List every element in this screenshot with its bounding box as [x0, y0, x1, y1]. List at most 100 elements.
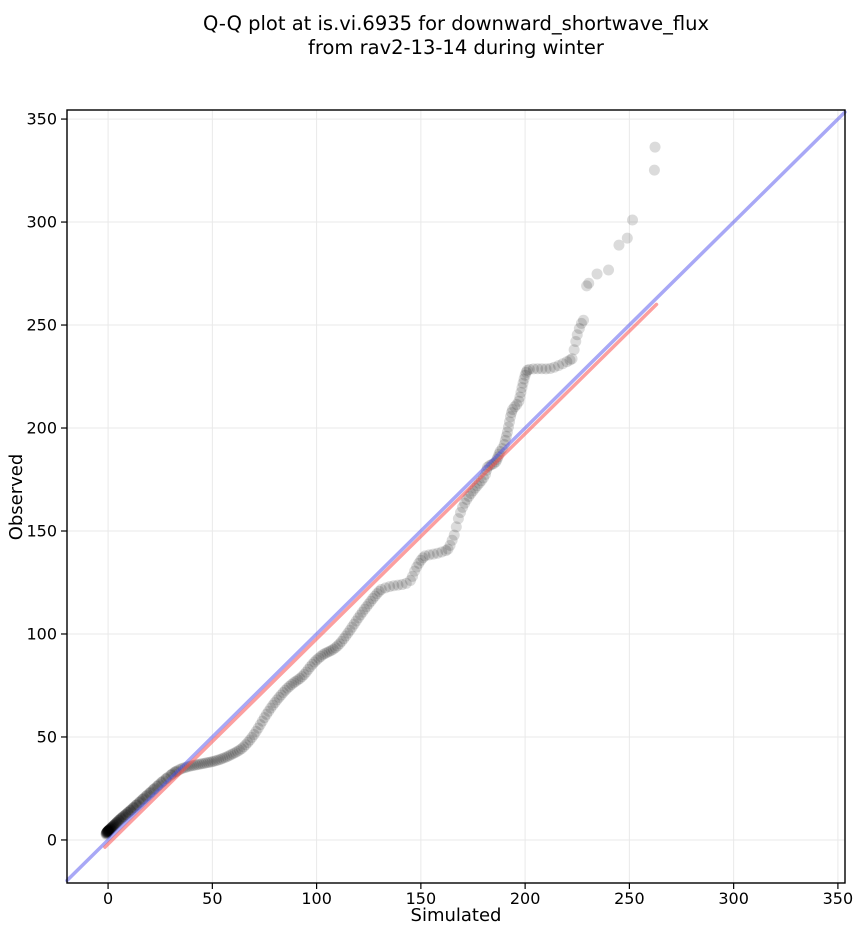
data-point	[331, 640, 343, 652]
data-point	[325, 644, 337, 656]
data-point	[578, 314, 590, 326]
data-point	[111, 816, 123, 828]
data-point	[427, 548, 439, 560]
data-point	[102, 826, 114, 838]
data-point	[204, 756, 216, 768]
data-point	[575, 317, 587, 329]
data-point	[544, 362, 556, 374]
data-point	[113, 815, 125, 827]
data-point	[400, 577, 412, 589]
data-point	[513, 395, 525, 407]
data-point	[279, 684, 291, 696]
y-tick-label: 100	[26, 624, 57, 643]
data-point	[516, 382, 528, 394]
data-point	[444, 539, 456, 551]
data-point	[102, 825, 114, 837]
data-point	[627, 214, 639, 226]
x-tick-label: 300	[718, 889, 749, 908]
data-point	[327, 643, 339, 655]
data-point	[448, 529, 460, 541]
data-point	[649, 141, 661, 153]
data-point	[323, 645, 335, 657]
data-point	[457, 501, 469, 513]
data-point	[288, 677, 300, 689]
data-point	[114, 814, 126, 826]
y-axis-label: Observed	[6, 454, 27, 541]
data-point	[118, 810, 130, 822]
data-point	[102, 825, 114, 837]
data-point	[306, 658, 318, 670]
data-point	[196, 758, 208, 770]
data-point	[321, 647, 333, 659]
x-tick-label: 200	[510, 889, 541, 908]
data-point	[101, 826, 113, 838]
data-point	[552, 360, 564, 372]
data-point	[229, 747, 241, 759]
data-point	[120, 809, 132, 821]
data-point	[373, 585, 385, 597]
data-point	[271, 694, 283, 706]
data-point	[313, 652, 325, 664]
data-point	[388, 580, 400, 592]
data-point	[344, 624, 356, 636]
data-point	[583, 277, 595, 289]
data-point	[603, 264, 615, 276]
data-point	[570, 336, 582, 348]
data-point	[334, 638, 346, 650]
data-point	[213, 754, 225, 766]
data-point	[520, 366, 532, 378]
data-point	[104, 823, 116, 835]
data-point	[206, 756, 218, 768]
data-point	[300, 666, 312, 678]
data-point	[621, 232, 633, 244]
data-point	[407, 570, 419, 582]
data-point	[369, 590, 381, 602]
data-point	[211, 754, 223, 766]
data-point	[371, 588, 383, 600]
x-tick-label: 150	[406, 889, 437, 908]
data-point	[515, 386, 527, 398]
data-point	[501, 426, 513, 438]
data-point	[342, 627, 354, 639]
data-point	[517, 377, 529, 389]
data-point	[294, 672, 306, 684]
data-point	[527, 363, 539, 375]
data-point	[217, 752, 229, 764]
data-point	[396, 579, 408, 591]
data-point	[423, 549, 435, 561]
data-point	[411, 561, 423, 573]
data-point	[101, 826, 113, 838]
data-point	[581, 280, 593, 292]
data-point	[352, 612, 364, 624]
data-point	[109, 818, 121, 830]
x-tick-label: 0	[103, 889, 113, 908]
data-point	[106, 822, 118, 834]
data-point	[215, 753, 227, 765]
data-point	[283, 680, 295, 692]
data-point	[246, 731, 258, 743]
data-point	[511, 399, 523, 411]
data-point	[108, 819, 120, 831]
data-point	[107, 820, 119, 832]
data-point	[319, 648, 331, 660]
data-point	[365, 595, 377, 607]
axis-tick-labels: 0 50 100 150 200 250 300 350 0 50 100 150 200 250 300 3…	[26, 110, 853, 908]
data-point	[281, 682, 293, 694]
data-point	[101, 826, 113, 838]
data-point	[532, 363, 544, 375]
data-point	[566, 353, 578, 365]
data-point	[561, 356, 573, 368]
data-point	[354, 609, 366, 621]
data-point	[240, 739, 252, 751]
data-point	[392, 579, 404, 591]
data-point	[117, 811, 129, 823]
data-point	[263, 705, 275, 717]
data-point	[315, 650, 327, 662]
data-point	[415, 554, 427, 566]
data-point	[231, 745, 243, 757]
data-point	[290, 675, 302, 687]
data-point	[363, 598, 375, 610]
data-point	[367, 593, 379, 605]
data-point	[446, 534, 458, 546]
